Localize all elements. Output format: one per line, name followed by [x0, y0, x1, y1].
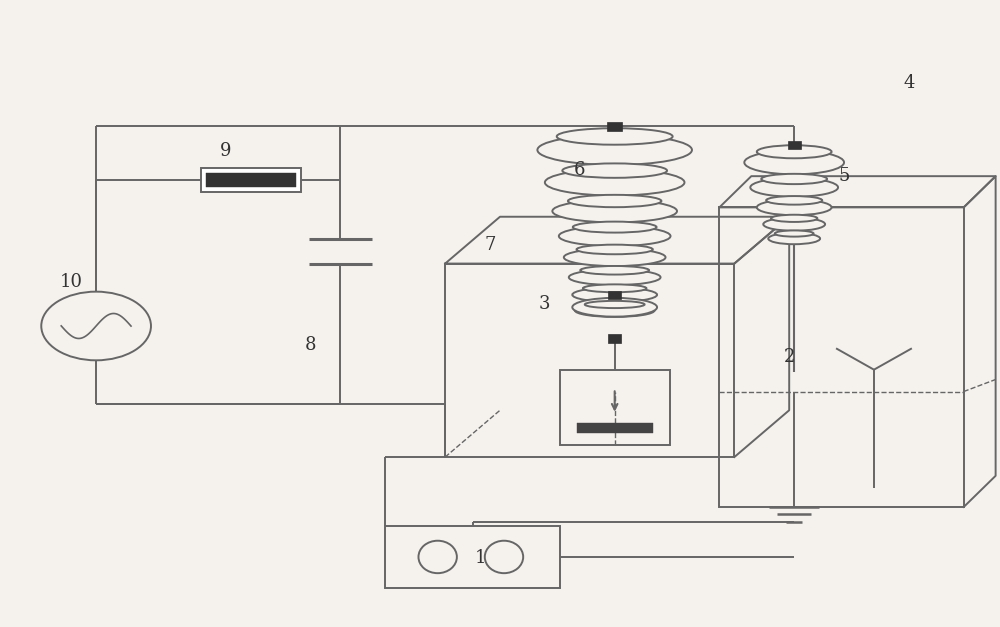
Ellipse shape: [562, 164, 667, 178]
Ellipse shape: [761, 174, 827, 184]
Bar: [608, 334, 621, 342]
Ellipse shape: [775, 231, 814, 236]
Ellipse shape: [757, 199, 832, 215]
Ellipse shape: [545, 169, 684, 196]
Ellipse shape: [418, 540, 457, 573]
Ellipse shape: [750, 178, 838, 197]
Bar: [560, 370, 670, 445]
Ellipse shape: [575, 304, 655, 317]
Ellipse shape: [763, 218, 825, 231]
Bar: [607, 122, 622, 131]
Ellipse shape: [573, 221, 657, 233]
Ellipse shape: [572, 298, 657, 317]
Ellipse shape: [552, 200, 677, 223]
Ellipse shape: [568, 195, 661, 207]
Bar: [206, 173, 296, 187]
Ellipse shape: [580, 266, 649, 275]
Ellipse shape: [572, 288, 657, 302]
Text: 10: 10: [60, 273, 83, 292]
Ellipse shape: [485, 540, 523, 573]
Ellipse shape: [744, 150, 844, 174]
Bar: [608, 291, 621, 299]
Bar: [788, 141, 801, 149]
Ellipse shape: [537, 135, 692, 165]
Text: 7: 7: [484, 236, 496, 254]
Text: 8: 8: [305, 335, 316, 354]
Bar: [201, 168, 301, 192]
Ellipse shape: [577, 245, 653, 255]
Text: 2: 2: [784, 348, 795, 366]
Ellipse shape: [768, 233, 820, 244]
Ellipse shape: [771, 214, 817, 222]
Bar: [577, 423, 653, 433]
Ellipse shape: [564, 248, 666, 266]
Ellipse shape: [557, 129, 673, 145]
Text: 1: 1: [474, 549, 486, 567]
Text: 4: 4: [903, 73, 915, 92]
Ellipse shape: [757, 145, 832, 158]
Bar: [445, 263, 734, 457]
Ellipse shape: [559, 226, 671, 246]
Ellipse shape: [585, 301, 645, 308]
Ellipse shape: [766, 196, 822, 204]
Text: 6: 6: [574, 161, 586, 179]
Text: 9: 9: [220, 142, 232, 161]
Text: 3: 3: [539, 295, 551, 313]
Text: 5: 5: [838, 167, 850, 185]
Bar: [385, 525, 560, 588]
Ellipse shape: [583, 285, 646, 292]
Bar: [719, 208, 964, 507]
Ellipse shape: [569, 270, 661, 285]
